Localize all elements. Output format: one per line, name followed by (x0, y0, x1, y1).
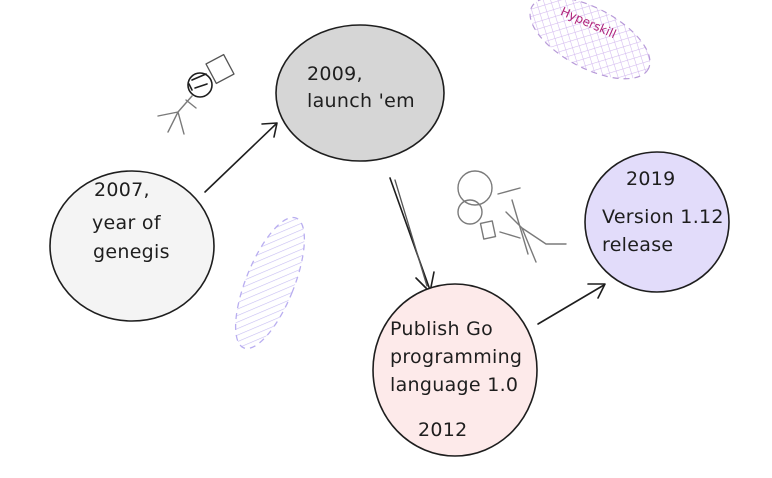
node-2012-line4: 2012 (418, 419, 468, 441)
node-2019-line2: Version 1.12 (602, 206, 724, 228)
node-2012-line3: language 1.0 (390, 374, 518, 396)
node-2009: 2009, launch 'em (275, 24, 445, 162)
arrow-2012-to-2019 (537, 283, 606, 325)
hyperskill-badge: Hyperskill (529, 0, 651, 80)
node-2007: 2007, year of genegis (49, 170, 215, 322)
node-2019: 2019 Version 1.12 release (584, 151, 730, 293)
node-2009-line2: launch 'em (307, 90, 415, 112)
node-2019-line1: 2019 (626, 168, 676, 190)
node-2012: Publish Go programming language 1.0 2012 (372, 283, 538, 457)
magnifier-figure-icon (457, 170, 567, 263)
arrow-2007-to-2009 (204, 122, 278, 193)
node-2007-line3: genegis (93, 241, 170, 263)
node-2012-line2: programming (390, 346, 522, 368)
hat-figure-icon (157, 53, 235, 135)
node-2007-line1: 2007, (94, 179, 150, 201)
node-2019-line3: release (602, 234, 673, 256)
node-2012-line1: Publish Go (390, 318, 493, 340)
decorative-ellipse (234, 216, 306, 350)
node-2009-line1: 2009, (307, 63, 363, 85)
node-2007-line2: year of (92, 212, 162, 234)
arrow-2009-to-2012 (389, 177, 435, 293)
